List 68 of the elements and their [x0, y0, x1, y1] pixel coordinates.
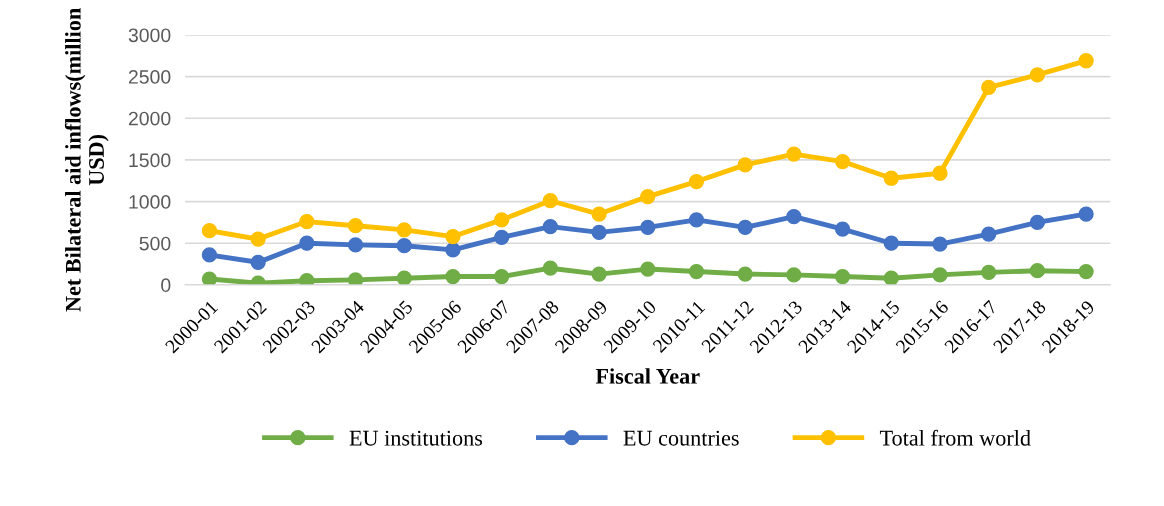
- point: [932, 236, 948, 252]
- y-axis-title: Net Bilateral aid inflows(million USD): [64, 8, 109, 312]
- point: [786, 267, 802, 283]
- point: [591, 224, 607, 241]
- point: [688, 263, 705, 280]
- point: [1078, 206, 1094, 222]
- point: [201, 223, 218, 239]
- point: [981, 264, 997, 281]
- point: [445, 242, 461, 258]
- point: [640, 188, 656, 205]
- point: [981, 226, 997, 242]
- point: [201, 247, 218, 263]
- point: [834, 221, 851, 237]
- point: [445, 268, 461, 285]
- point: [1029, 214, 1046, 231]
- point: [494, 268, 510, 285]
- point: [591, 206, 607, 222]
- point: [883, 170, 899, 186]
- y-tick-label: 2500: [128, 70, 171, 84]
- point: [250, 254, 266, 271]
- point: [299, 213, 315, 230]
- point: [542, 260, 558, 276]
- point: [834, 153, 851, 170]
- point: [494, 229, 510, 246]
- point: [396, 238, 412, 254]
- y-tick-label: 0: [161, 278, 171, 293]
- point: [591, 266, 607, 282]
- legend-label: Total from world: [879, 429, 1031, 446]
- legend-label: EU countries: [623, 430, 739, 446]
- point: [737, 219, 753, 236]
- point: [786, 208, 802, 225]
- point: [834, 268, 851, 285]
- point: [396, 222, 412, 238]
- point: [396, 270, 412, 285]
- point: [932, 267, 948, 283]
- point: [640, 261, 656, 277]
- point: [299, 235, 315, 251]
- point: [1078, 53, 1094, 69]
- point: [299, 273, 315, 285]
- y-tick-label: 1500: [129, 153, 171, 168]
- point: [640, 219, 656, 236]
- y-tick-label: 3000: [128, 28, 171, 43]
- point: [542, 218, 558, 235]
- point: [883, 235, 899, 251]
- point: [737, 157, 753, 173]
- point: [688, 212, 705, 228]
- y-tick-label: 1000: [129, 195, 171, 209]
- point: [786, 146, 802, 162]
- point: [201, 271, 218, 285]
- point: [542, 193, 558, 209]
- point: [1078, 263, 1094, 280]
- point: [932, 165, 948, 181]
- point: [494, 212, 510, 228]
- point: [1029, 263, 1046, 279]
- x-axis-title: Fiscal Year: [595, 368, 700, 384]
- point: [347, 237, 364, 253]
- y-tick-label: 2000: [128, 111, 171, 126]
- point: [688, 173, 705, 190]
- legend-label: EU institutions: [349, 430, 483, 446]
- point: [347, 218, 364, 234]
- point: [883, 270, 899, 285]
- point: [445, 228, 461, 245]
- y-tick-label: 500: [139, 236, 171, 251]
- point: [347, 272, 364, 285]
- point: [1029, 67, 1046, 83]
- point: [250, 231, 266, 247]
- point: [737, 266, 753, 282]
- point: [981, 79, 997, 96]
